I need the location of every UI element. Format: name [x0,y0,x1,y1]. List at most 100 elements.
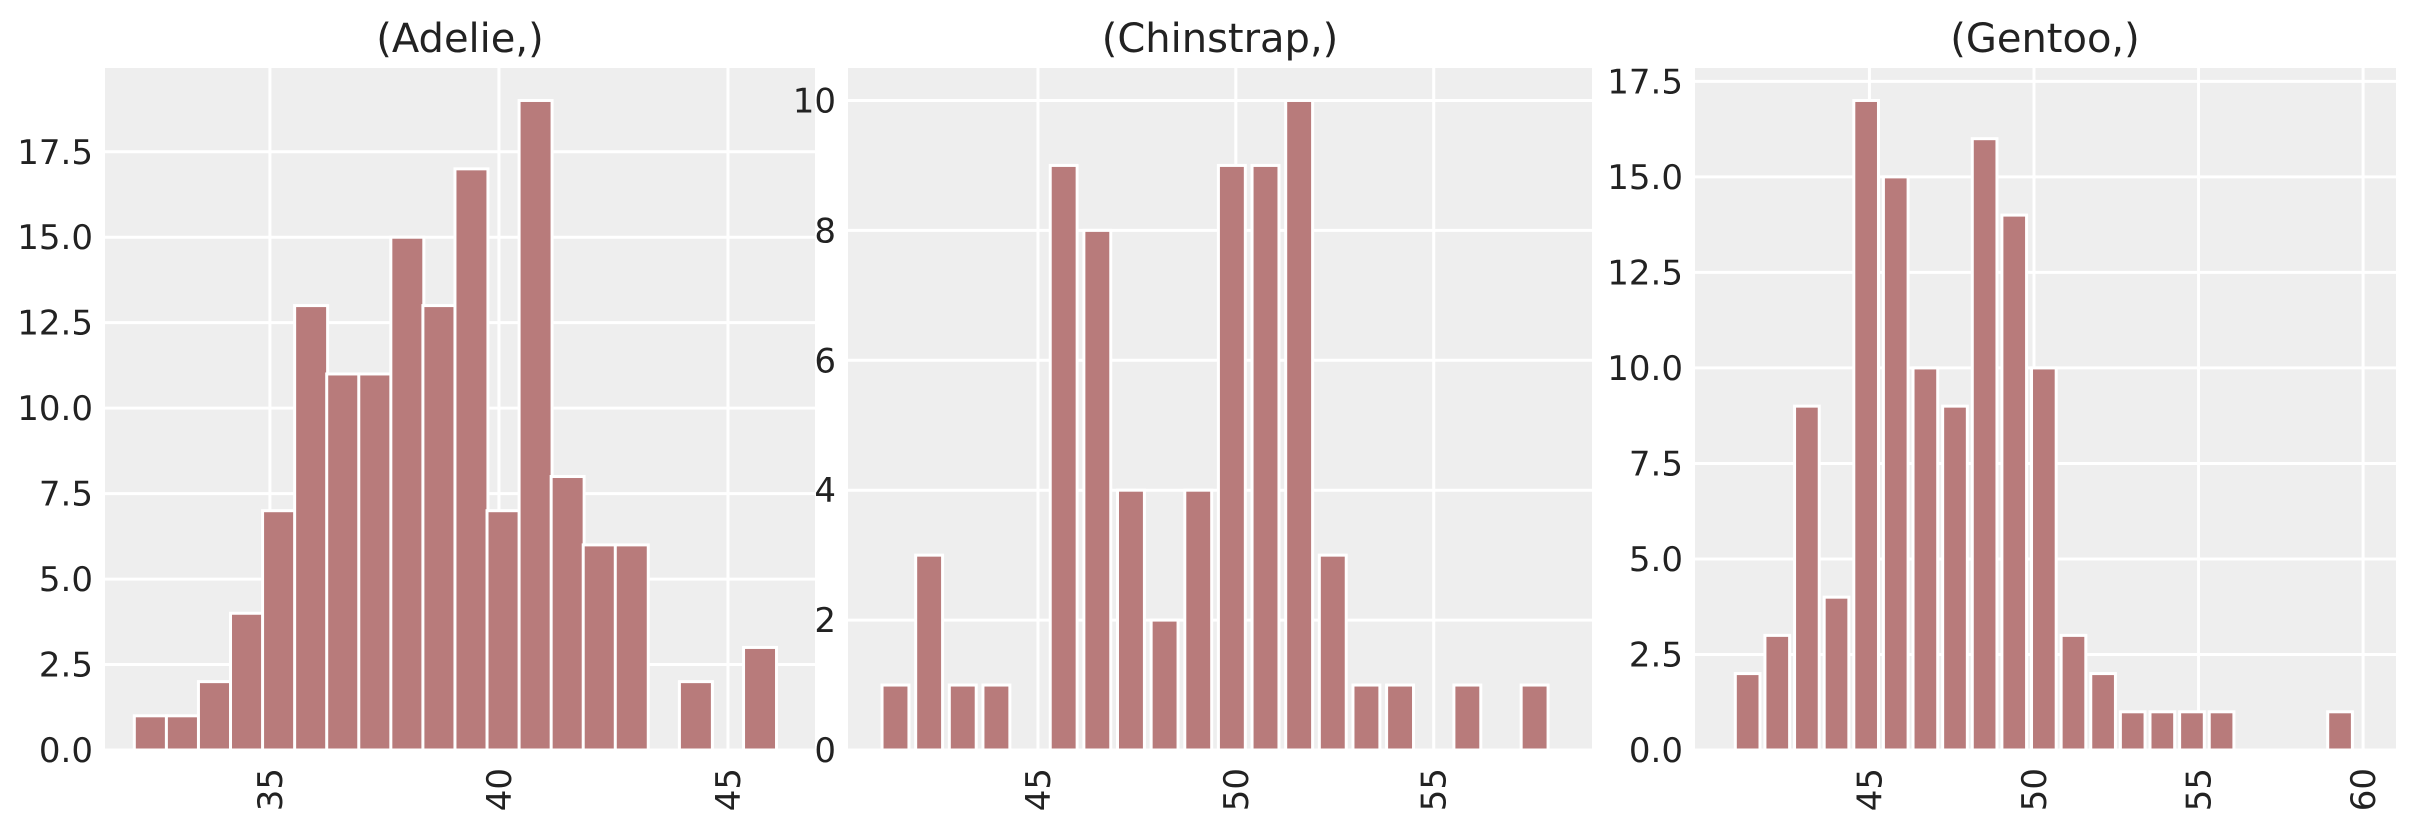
y-tick-label: 15.0 [1607,158,1683,198]
histogram-bar [2207,710,2236,752]
histogram-bar [880,683,911,752]
x-tick-label: 45 [709,768,749,811]
histogram-bar [2326,710,2354,752]
y-tick-label: 5.0 [1629,540,1683,580]
histogram-bar [389,235,426,752]
x-tick-label: 45 [1850,768,1890,811]
x-tick-label: 40 [480,768,520,811]
histogram-bar [1970,137,1999,752]
y-tick-label: 10 [793,81,836,121]
y-ticks-chinstrap: 0 2 4 6 8 10 [793,81,836,771]
x-tick-label: 50 [1217,768,1257,811]
y-tick-label: 0 [814,731,836,771]
histogram-bar [485,509,522,752]
x-tick-label: 45 [1019,768,1059,811]
histogram-bar [293,304,330,752]
panel-adelie: 0.0 2.5 5.0 7.5 10.0 12.5 15.0 17.5 35 40 45 (Ade… [17,16,815,811]
histogram-bar [1519,683,1550,752]
histogram-bar [1763,633,1792,752]
histogram-bar [981,683,1012,752]
histogram-bar [229,611,265,752]
histogram-bar [2089,672,2117,752]
histogram-bar [453,167,490,752]
y-tick-label: 2 [814,601,836,641]
y-tick-label: 7.5 [39,475,93,515]
x-tick-label: 60 [2344,768,2384,811]
chart-title-chinstrap: (Chinstrap,) [1102,16,1339,62]
histogram-bar [549,475,586,752]
chart-title-adelie: (Adelie,) [376,16,543,62]
histogram-bar [196,680,233,752]
histogram-bar [613,543,650,752]
histogram-bar [1793,404,1821,752]
bars-chinstrap [880,98,1550,752]
histogram-bar [947,683,978,752]
y-ticks-adelie: 0.0 2.5 5.0 7.5 10.0 12.5 15.0 17.5 [17,133,93,771]
y-tick-label: 8 [814,211,836,251]
histogram-bar [2118,710,2147,752]
x-tick-label: 55 [2180,768,2220,811]
histogram-bar [1881,175,1910,752]
x-tick-label: 50 [2015,768,2055,811]
histogram-bar [1216,163,1247,752]
histogram-bar [1082,228,1113,752]
x-ticks-adelie: 35 40 45 [251,768,749,811]
bars-gentoo [1733,98,2354,752]
y-tick-label: 2.5 [1629,635,1683,675]
histogram-bar [261,509,298,752]
histogram-bar [1317,553,1348,752]
histogram-bar [2030,366,2058,752]
y-tick-label: 4 [814,471,836,511]
y-tick-label: 5.0 [39,560,93,600]
histogram-bar [2148,710,2177,752]
histogram-bar [677,680,714,752]
histogram-bar [164,714,201,752]
y-tick-label: 17.5 [1607,62,1683,102]
histogram-bar [1385,683,1416,752]
histogram-bar [1149,618,1180,752]
y-tick-label: 10.0 [17,389,93,429]
histogram-bar [517,98,554,752]
histogram-bar [1351,683,1382,752]
y-tick-label: 2.5 [39,646,93,686]
y-tick-label: 0.0 [1629,731,1683,771]
histogram-bar [1250,163,1281,752]
histogram-bar [2000,213,2029,752]
y-tick-label: 0.0 [39,731,93,771]
y-tick-label: 12.5 [1607,253,1683,293]
histogram-bar [1048,163,1079,752]
y-tick-label: 6 [814,341,836,381]
x-ticks-chinstrap: 45 50 55 [1019,768,1455,811]
y-tick-label: 10.0 [1607,349,1683,389]
y-tick-label: 12.5 [17,304,93,344]
histogram-bar [742,645,779,752]
x-tick-label: 55 [1415,768,1455,811]
y-ticks-gentoo: 0.0 2.5 5.0 7.5 10.0 12.5 15.0 17.5 [1607,62,1683,771]
histogram-bar [1183,488,1214,752]
x-ticks-gentoo: 45 50 55 60 [1850,768,2384,811]
panel-chinstrap: 0 2 4 6 8 10 45 50 55 (Chinstrap,) [793,16,1592,811]
histogram-bar [2178,710,2206,752]
bars-adelie [132,98,779,752]
histogram-bar [1284,98,1315,752]
y-tick-label: 15.0 [17,218,93,258]
histogram-bar [1452,683,1483,752]
y-tick-label: 7.5 [1629,444,1683,484]
y-tick-label: 17.5 [17,133,93,173]
histogram-bar [2059,633,2088,752]
histogram-bar [132,714,169,752]
histogram-bar [421,304,458,752]
histogram-bar [914,553,945,752]
x-tick-label: 35 [251,768,291,811]
histogram-bar [1852,98,1880,752]
panel-gentoo: 0.0 2.5 5.0 7.5 10.0 12.5 15.0 17.5 45 50 55 60 (G… [1607,16,2396,811]
histogram-bar [581,543,618,752]
histogram-bar [1941,404,1969,752]
chart-title-gentoo: (Gentoo,) [1950,16,2140,62]
histogram-bar [357,372,394,752]
histogram-bar [1822,595,1851,752]
histogram-bar [1116,488,1146,752]
histogram-bar [325,372,362,752]
histogram-bar [1733,672,1762,752]
